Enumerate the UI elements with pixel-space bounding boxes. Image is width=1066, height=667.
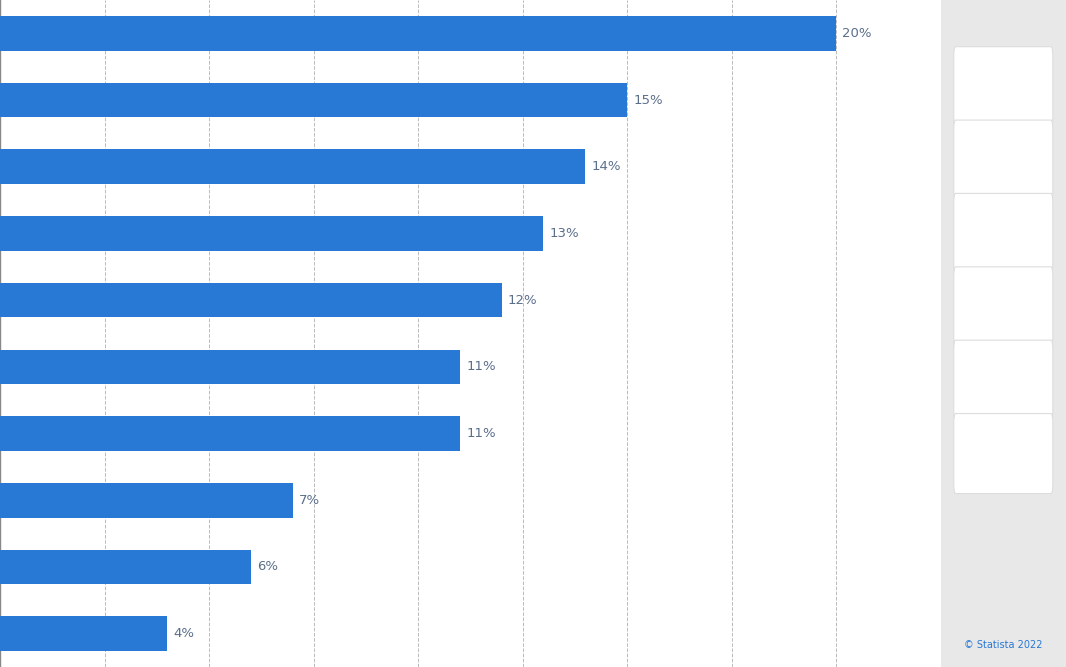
Text: 11%: 11% bbox=[466, 427, 496, 440]
Bar bbox=[0, 350, 459, 384]
Text: 13%: 13% bbox=[550, 227, 579, 240]
Text: 6%: 6% bbox=[257, 560, 278, 574]
FancyBboxPatch shape bbox=[954, 414, 1053, 494]
Bar bbox=[0, 416, 459, 451]
Bar bbox=[0, 550, 251, 584]
Text: 4%: 4% bbox=[174, 627, 194, 640]
FancyBboxPatch shape bbox=[954, 47, 1053, 127]
Text: 12%: 12% bbox=[507, 293, 537, 307]
Text: 20%: 20% bbox=[842, 27, 872, 40]
FancyBboxPatch shape bbox=[954, 340, 1053, 420]
Bar bbox=[0, 149, 585, 184]
Text: 15%: 15% bbox=[633, 93, 663, 107]
FancyBboxPatch shape bbox=[954, 120, 1053, 200]
Text: © Statista 2022: © Statista 2022 bbox=[964, 640, 1043, 650]
Text: 11%: 11% bbox=[466, 360, 496, 374]
Bar bbox=[0, 483, 293, 518]
Bar bbox=[0, 16, 836, 51]
Bar bbox=[0, 83, 627, 117]
Text: 14%: 14% bbox=[592, 160, 621, 173]
Bar bbox=[0, 616, 167, 651]
Bar bbox=[0, 283, 502, 317]
Bar bbox=[0, 216, 544, 251]
FancyBboxPatch shape bbox=[954, 267, 1053, 347]
Text: 7%: 7% bbox=[298, 494, 320, 507]
FancyBboxPatch shape bbox=[954, 193, 1053, 273]
